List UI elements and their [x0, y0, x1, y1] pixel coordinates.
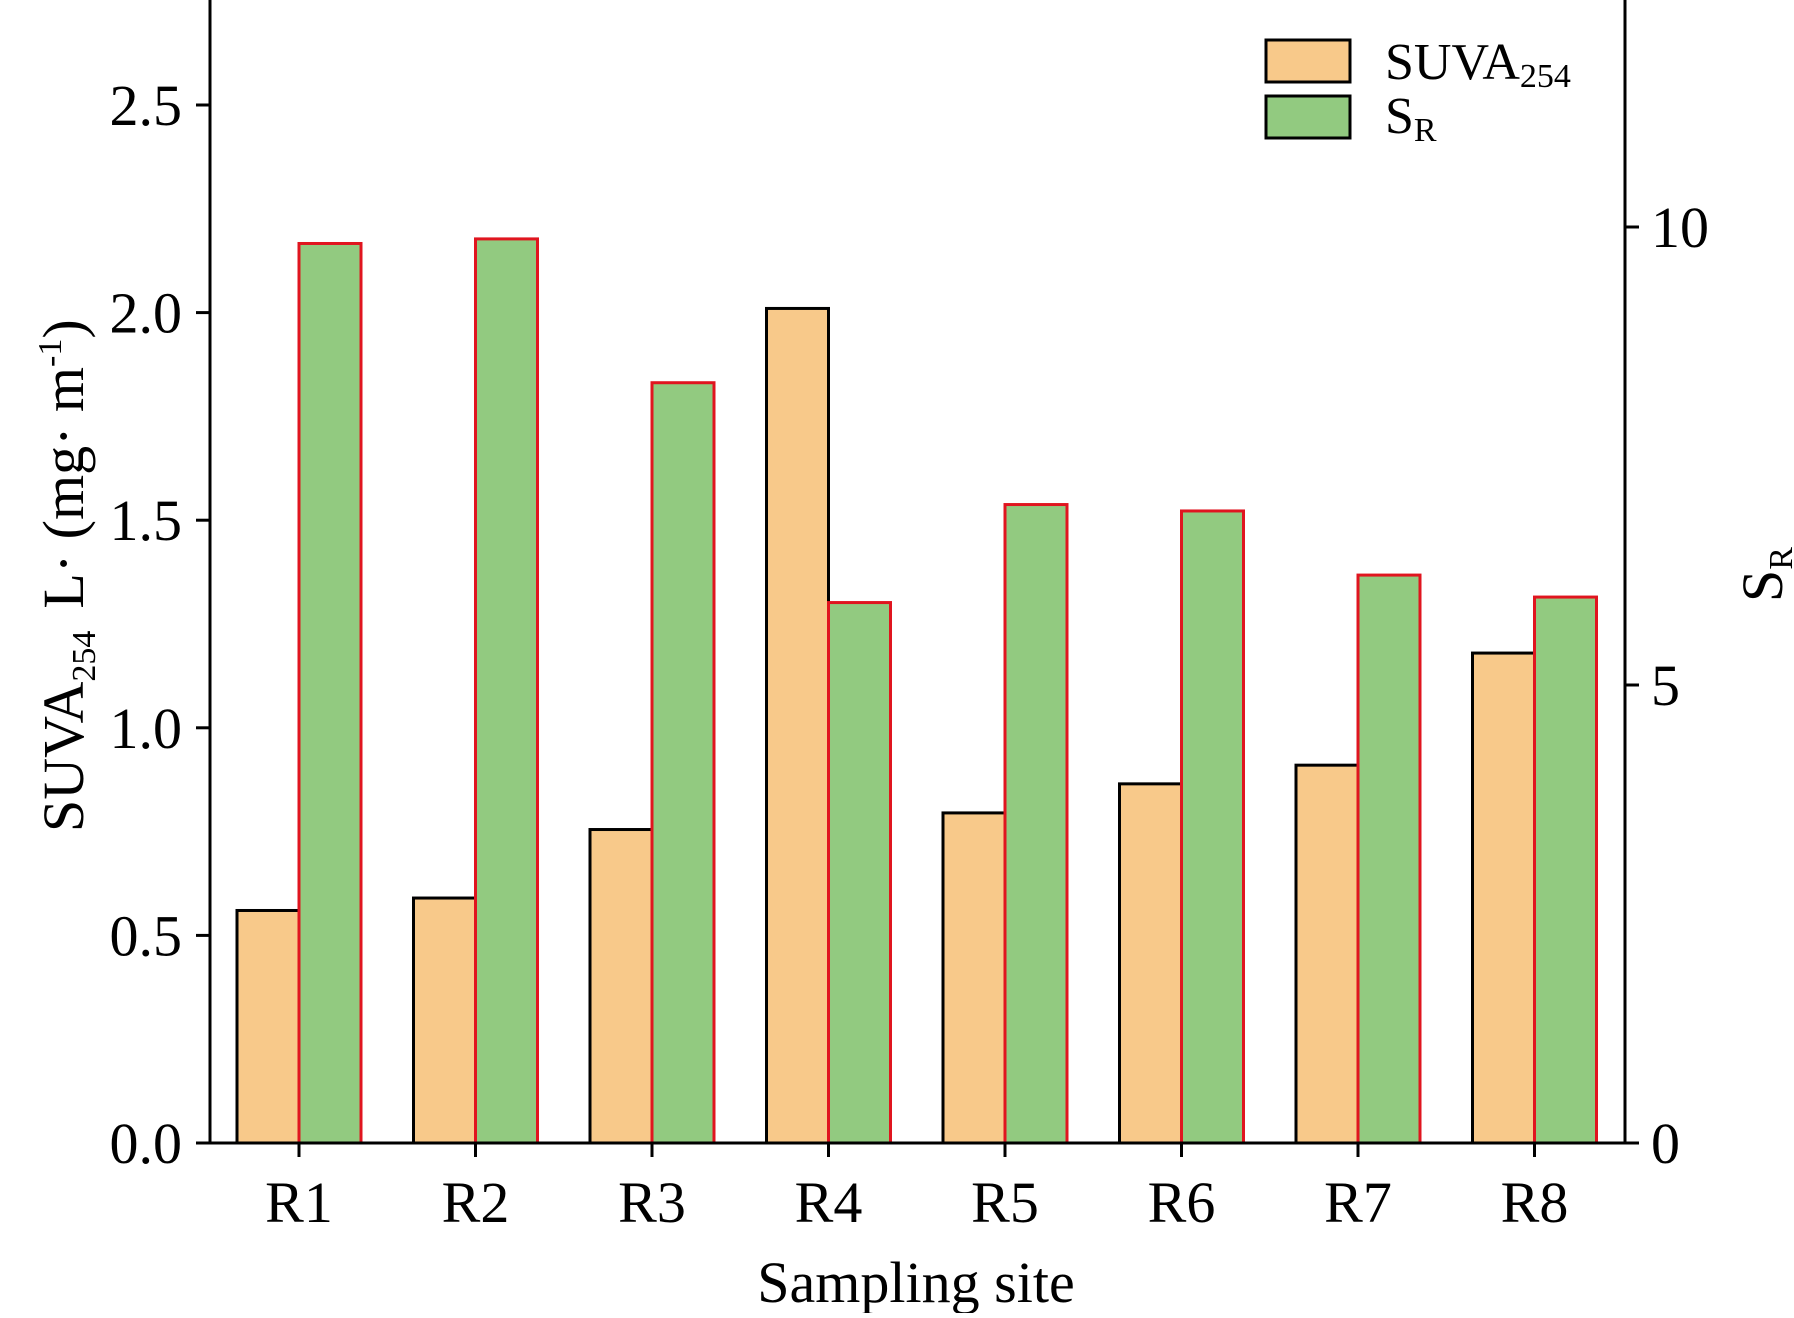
y-tick-label: 0.5 [110, 903, 183, 968]
bar-suva254-r5 [941, 811, 1007, 1145]
y-axis-title-units: L· (mg· m [31, 367, 96, 609]
x-axis-title: Sampling site [757, 1250, 1074, 1313]
bar-sr-r8 [1533, 595, 1598, 1145]
y-axis-title-units-close: ) [31, 319, 96, 338]
y2-axis-title: SR [1730, 547, 1794, 602]
axes-group [208, 0, 1627, 1145]
y-axis-title-units-sup: -1 [32, 339, 69, 367]
legend-label-suva254: SUVA254 [1385, 34, 1571, 95]
bar-suva254-r4 [765, 306, 830, 1145]
x-tick-label-r1: R1 [265, 1170, 333, 1235]
y-tick-label: 2.0 [110, 281, 183, 346]
y-axis-title-sub: 254 [66, 631, 103, 682]
bar-suva254-r2 [412, 896, 477, 1145]
legend: SUVA254 SR [1264, 34, 1571, 149]
y-tick-label: 1.5 [110, 488, 183, 553]
bar-suva254-r6 [1118, 782, 1183, 1145]
x-tick-label-r3: R3 [618, 1170, 686, 1235]
bar-suva254-r3 [588, 828, 654, 1145]
y2-tick-label: 0 [1651, 1111, 1680, 1176]
y2-axis-title-main: S [1730, 570, 1794, 602]
bars-group [235, 237, 1598, 1145]
y-tick-label: 0.0 [110, 1111, 183, 1176]
bar-suva254-r1 [235, 908, 301, 1145]
y2-axis-title-sub: R [1763, 547, 1794, 570]
x-tick-label-r7: R7 [1324, 1170, 1392, 1235]
bar-sr-r1 [297, 241, 363, 1145]
bar-sr-r3 [650, 381, 716, 1145]
bar-sr-r6 [1180, 509, 1245, 1145]
legend-label-sr: SR [1385, 88, 1437, 149]
legend-swatch-suva254 [1264, 38, 1352, 84]
bar-sr-r5 [1003, 503, 1069, 1145]
bar-suva254-r7 [1294, 763, 1360, 1145]
y-tick-label: 2.5 [110, 73, 183, 138]
legend-swatch-sr [1264, 94, 1352, 140]
ticks-group: R1 R2 R3 R4 R5 R6 R7 R8 0.0 0.5 1.0 1.5 2.0 2.5 0 5 10 [110, 73, 1710, 1235]
y-axis-title-main: SUVA [31, 681, 96, 832]
y2-tick-label: 10 [1651, 195, 1709, 260]
x-tick-label-r5: R5 [971, 1170, 1039, 1235]
x-tick-label-r4: R4 [795, 1170, 863, 1235]
y-tick-label: 1.0 [110, 696, 183, 761]
bar-sr-r7 [1356, 573, 1422, 1145]
y-axis-title: SUVA254 L· (mg· m-1) [31, 319, 103, 832]
x-tick-label-r8: R8 [1501, 1170, 1569, 1235]
y2-tick-label: 5 [1651, 653, 1680, 718]
x-tick-label-r2: R2 [442, 1170, 510, 1235]
x-tick-label-r6: R6 [1148, 1170, 1216, 1235]
bar-sr-r4 [827, 601, 892, 1145]
bar-suva254-r8 [1471, 651, 1536, 1145]
bar-sr-r2 [474, 237, 539, 1145]
